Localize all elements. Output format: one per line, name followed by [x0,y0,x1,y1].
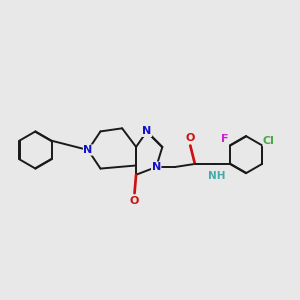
Text: N: N [152,162,161,172]
Text: N: N [83,145,93,155]
Text: N: N [142,126,152,136]
Text: F: F [221,134,229,144]
Text: Cl: Cl [263,136,275,146]
Text: NH: NH [208,171,225,181]
Text: O: O [186,133,195,142]
Text: O: O [130,196,139,206]
